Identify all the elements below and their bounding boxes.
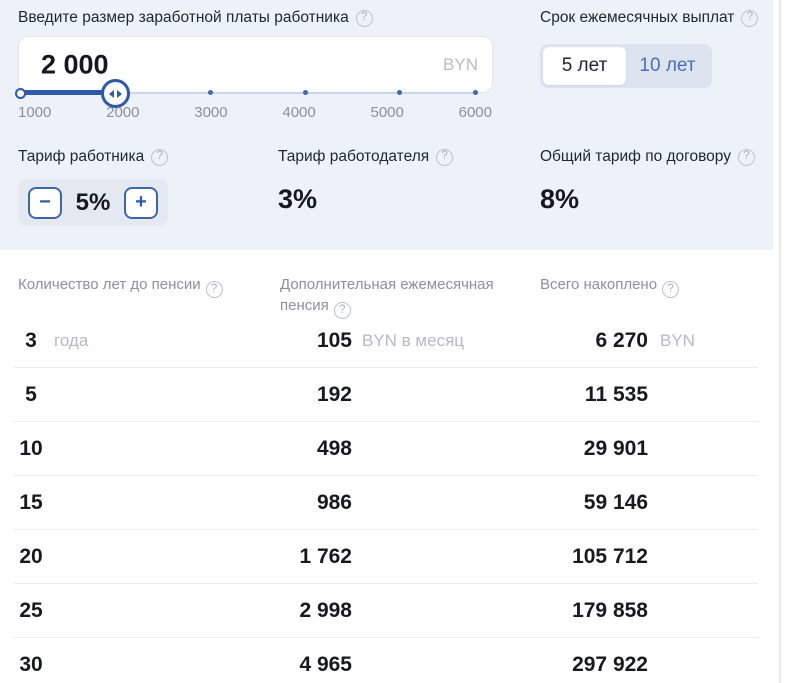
total-saved-value: 105 712 [572,545,648,568]
employee-tariff-label: Тариф работника ? [18,148,169,166]
help-icon[interactable]: ? [741,9,759,27]
payout-term-label: Срок ежемесячных выплат ? [540,9,759,27]
right-edge-divider [779,0,781,683]
monthly-pension-value: 1 762 [299,545,352,568]
slider-tick-labels: 1000 2000 3000 4000 5000 6000 [18,104,492,121]
total-saved-unit: BYN [660,331,695,350]
table-row: 5 192 11 535 [0,368,786,422]
years-value: 5 [25,383,37,406]
years-value: 20 [19,545,43,568]
salary-input[interactable]: 2 000 BYN [18,36,493,93]
total-saved-value: 29 901 [583,437,648,460]
slider-tick-label: 4000 [282,104,316,121]
slider-handle[interactable] [100,79,130,108]
slider-tick-label: 1000 [18,104,52,121]
monthly-pension-unit: BYN в месяц [362,331,465,350]
slider-tick-label: 5000 [370,104,404,121]
table-row: 30 4 965 297 922 [0,638,786,683]
slider-track[interactable] [18,92,478,94]
column-header-years-text: Количество лет до пенсии [18,276,201,293]
table-row: 3 года 105 BYN в месяц 6 270 BYN [0,314,786,368]
years-unit: года [54,331,89,350]
years-value: 10 [19,437,43,460]
salary-label-text: Введите размер заработной платы работник… [18,9,349,26]
slider-tick-dot [473,90,478,95]
monthly-pension-value: 105 [316,329,352,352]
slider-tick-label: 6000 [458,104,492,121]
years-value: 3 [25,329,37,352]
payout-term-toggle: 5 лет 10 лет [540,44,712,88]
toggle-option-10-years[interactable]: 10 лет [639,55,696,76]
decrease-tariff-button[interactable]: − [28,186,62,219]
help-icon[interactable]: ? [436,148,454,166]
chevron-left-icon [108,89,114,98]
monthly-pension-value: 498 [316,437,352,460]
total-saved-value: 6 270 [595,329,648,352]
help-icon[interactable]: ? [151,148,169,166]
slider-tick-label: 2000 [106,104,140,121]
total-saved-value: 59 146 [583,491,648,514]
years-value: 25 [19,599,43,622]
employer-tariff-value: 3% [278,184,318,214]
salary-value[interactable]: 2 000 [41,49,109,79]
column-header-total-text: Всего накоплено [540,276,658,293]
column-header-years: Количество лет до пенсии? [18,274,223,299]
table-row: 10 498 29 901 [0,422,786,476]
help-icon[interactable]: ? [355,9,373,27]
slider-tick-label: 3000 [194,104,228,121]
salary-label: Введите размер заработной платы работник… [18,9,373,27]
table-row: 15 986 59 146 [0,476,786,530]
monthly-pension-value: 192 [316,383,352,406]
employee-tariff-label-text: Тариф работника [18,148,145,165]
total-tariff-label: Общий тариф по договору ? [540,148,755,166]
help-icon[interactable]: ? [205,281,223,299]
help-icon[interactable]: ? [662,281,680,299]
table-row: 25 2 998 179 858 [0,584,786,638]
slider-fill [18,90,115,95]
monthly-pension-value: 4 965 [299,653,352,676]
toggle-option-5-years[interactable]: 5 лет [543,47,626,85]
help-icon[interactable]: ? [333,302,351,320]
employer-tariff-label: Тариф работодателя ? [278,148,454,166]
slider-tick-dot [208,90,213,95]
slider-tick-dot [303,90,308,95]
table-row: 20 1 762 105 712 [0,530,786,584]
total-saved-value: 179 858 [572,599,648,622]
column-header-pension: Дополнительная ежемесячная пенсия? [280,274,505,320]
employee-tariff-value: 5% [75,188,111,216]
monthly-pension-value: 986 [316,491,352,514]
monthly-pension-value: 2 998 [299,599,352,622]
increase-tariff-button[interactable]: + [124,186,158,219]
chevron-right-icon [116,89,122,98]
total-tariff-label-text: Общий тариф по договору [540,148,731,165]
help-icon[interactable]: ? [738,148,755,166]
salary-currency-suffix: BYN [443,54,478,74]
column-header-total: Всего накоплено? [540,274,680,299]
results-table: 3 года 105 BYN в месяц 6 270 BYN 5 192 1… [0,314,786,683]
column-header-pension-text: Дополнительная ежемесячная пенсия [280,276,494,314]
years-value: 15 [19,491,43,514]
slider-tick-dot [397,90,402,95]
years-value: 30 [19,653,43,676]
payout-term-label-text: Срок ежемесячных выплат [540,9,735,26]
total-tariff-value: 8% [540,184,580,214]
employer-tariff-label-text: Тариф работодателя [278,148,430,165]
slider-start-dot [15,88,26,99]
total-saved-value: 297 922 [572,653,648,676]
salary-slider[interactable] [15,79,478,108]
employee-tariff-stepper: − 5% + [18,179,168,226]
total-saved-value: 11 535 [584,383,648,406]
